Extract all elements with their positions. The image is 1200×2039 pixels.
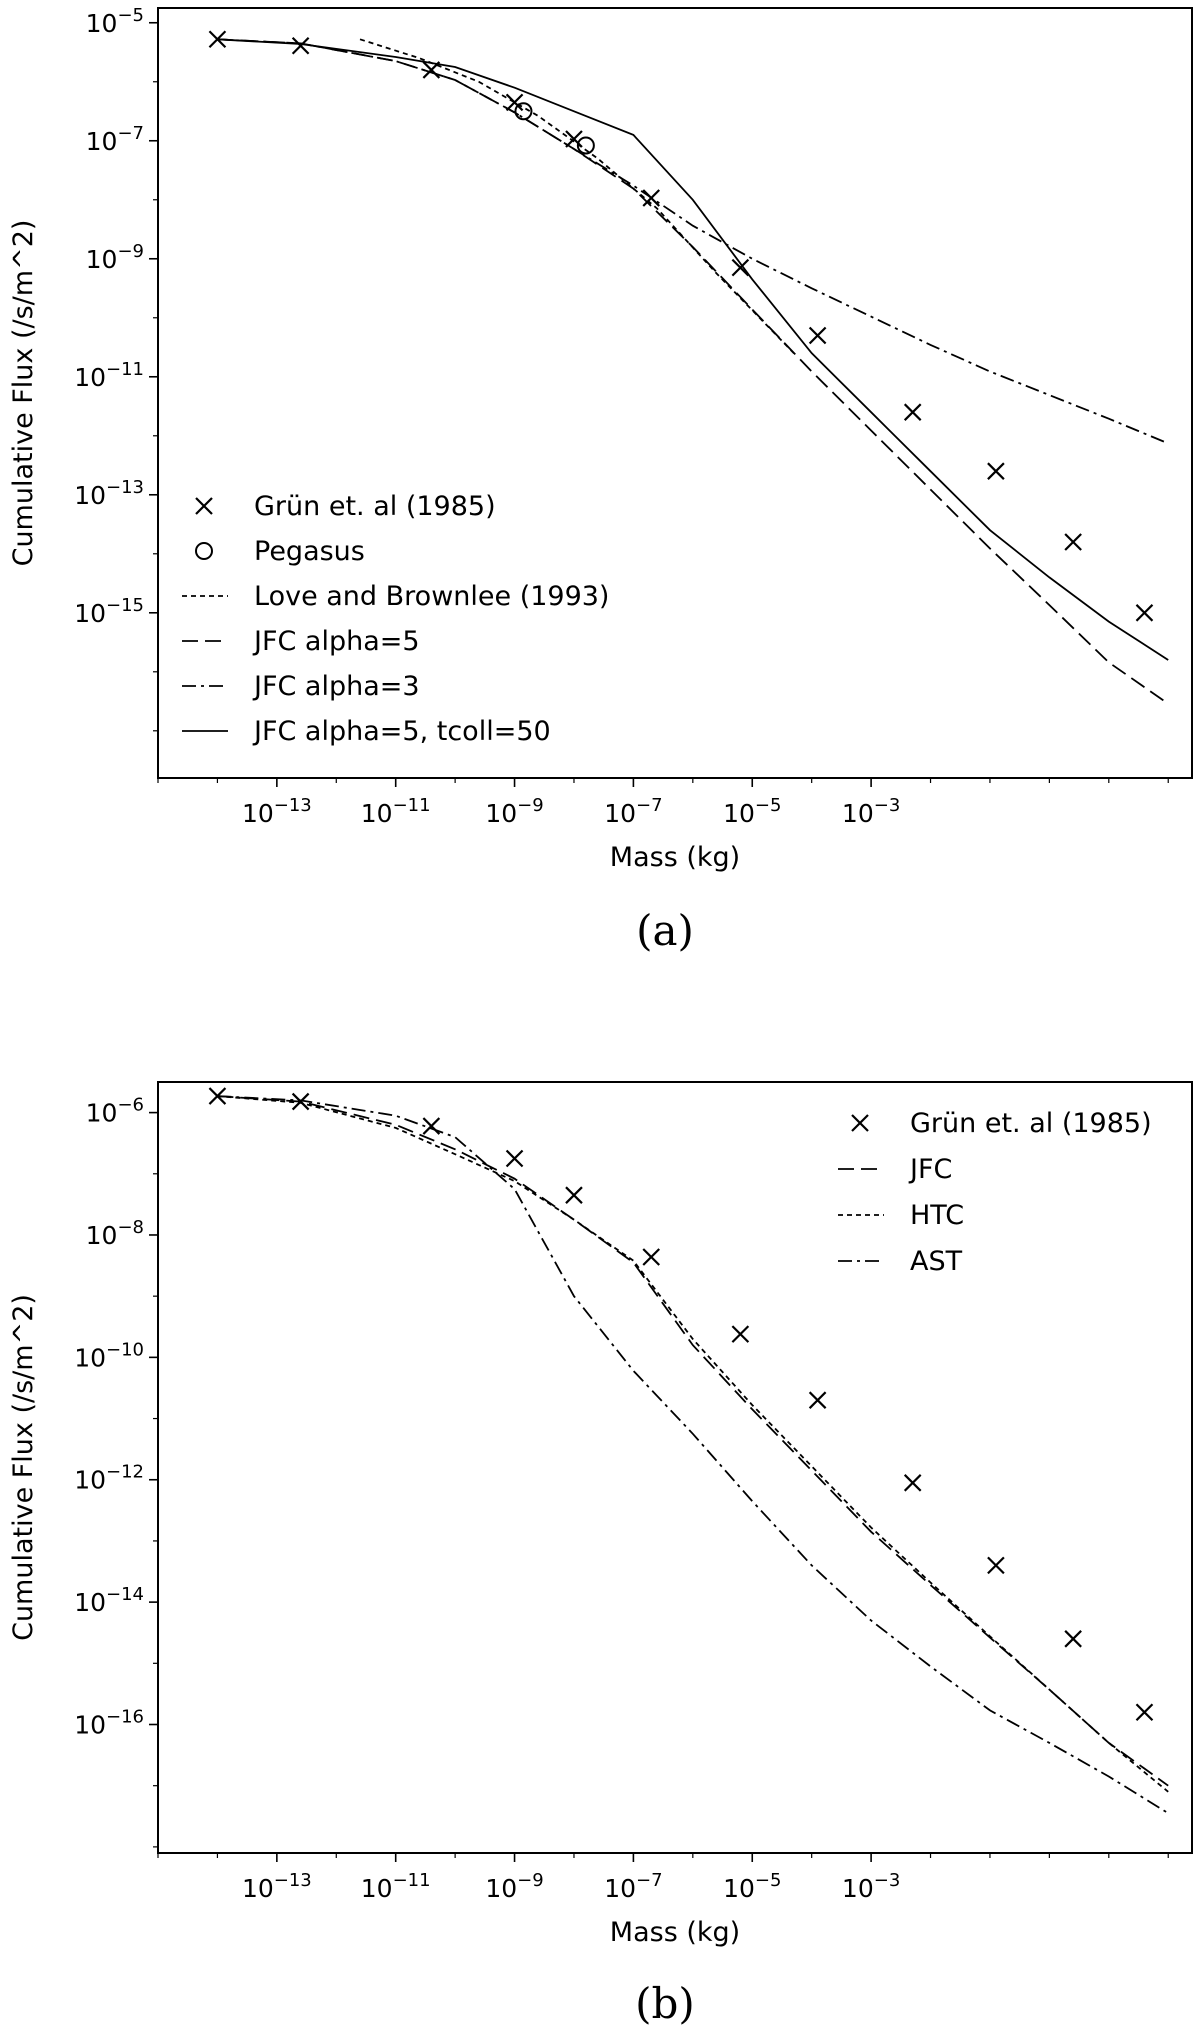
- y-tick-label: 10−16: [74, 1707, 144, 1740]
- x-tick-label: 10−13: [242, 795, 312, 828]
- data-point-x: [731, 1325, 750, 1343]
- legend-label: HTC: [910, 1200, 964, 1231]
- y-tick-label: 10−12: [74, 1462, 144, 1495]
- data-point-x: [1135, 1703, 1154, 1722]
- axes-frame: [157, 1081, 1193, 1854]
- series-line: [217, 1095, 1169, 1787]
- x-tick-label: 10−9: [485, 1870, 543, 1903]
- panel-caption: (a): [636, 906, 694, 955]
- y-tick-label: 10−9: [86, 241, 144, 274]
- legend-label: JFC alpha=5: [252, 626, 420, 657]
- legend-marker-x: [195, 497, 213, 515]
- legend-label: Grün et. al (1985): [910, 1108, 1152, 1139]
- legend-marker-x: [851, 1114, 869, 1132]
- legend-label: JFC: [908, 1154, 952, 1185]
- y-tick-label: 10−13: [74, 477, 144, 510]
- x-tick-label: 10−7: [604, 1870, 662, 1903]
- data-point-o: [514, 102, 533, 121]
- data-point-x: [808, 1391, 827, 1409]
- legend-label: JFC alpha=5, tcoll=50: [252, 716, 551, 747]
- x-tick-label: 10−13: [242, 1870, 312, 1903]
- y-tick-label: 10−5: [86, 5, 144, 38]
- legend-label: Grün et. al (1985): [254, 491, 496, 522]
- series-line: [217, 38, 1169, 445]
- legend-label: Love and Brownlee (1993): [254, 581, 609, 612]
- legend: Grün et. al (1985) Pegasus Love and Brownl…: [182, 491, 609, 747]
- y-tick-label: 10−7: [86, 123, 144, 156]
- data-point-o: [576, 136, 595, 155]
- legend-marker-o: [195, 542, 213, 560]
- data-point-x: [731, 258, 750, 277]
- legend-label: AST: [910, 1246, 963, 1277]
- x-tick-label: 10−3: [842, 795, 900, 828]
- panel-b: 10−13 10−11 10−9 10−7 10−5 10−3 10−16 10−14 10−1…: [8, 1081, 1193, 2028]
- legend-label: Pegasus: [254, 536, 365, 567]
- data-point-x: [903, 1474, 922, 1492]
- y-tick-label: 10−14: [74, 1584, 144, 1617]
- series-line: [217, 38, 1169, 661]
- y-tick-label: 10−10: [74, 1339, 144, 1372]
- x-tick-label: 10−7: [604, 795, 662, 828]
- x-axis-label: Mass (kg): [610, 1917, 740, 1948]
- series-line: [217, 1095, 1169, 1814]
- data-point-x: [422, 1117, 441, 1135]
- data-point-x: [1064, 1630, 1082, 1648]
- data-point-x: [642, 1248, 661, 1266]
- data-point-x: [565, 1186, 583, 1204]
- y-tick-label: 10−8: [86, 1217, 144, 1250]
- axes-frame: [157, 7, 1193, 779]
- x-tick-label: 10−11: [361, 795, 431, 828]
- data-point-x: [903, 403, 922, 421]
- data-point-x: [1064, 533, 1082, 551]
- data-point-x: [987, 1556, 1005, 1575]
- panel-caption: (b): [635, 1979, 695, 2028]
- y-tick-label: 10−6: [86, 1095, 144, 1128]
- x-tick-label: 10−5: [723, 795, 781, 828]
- y-tick-label: 10−15: [74, 595, 144, 628]
- data-point-x: [291, 36, 310, 55]
- x-tick-label: 10−11: [361, 1870, 431, 1903]
- data-point-x: [808, 326, 827, 345]
- x-tick-label: 10−9: [485, 795, 543, 828]
- legend: Grün et. al (1985) JFC HTC AST: [838, 1108, 1152, 1277]
- data-point-x: [505, 93, 524, 112]
- x-axis-label: Mass (kg): [610, 842, 740, 873]
- data-point-x: [1135, 604, 1154, 622]
- legend-label: JFC alpha=3: [252, 671, 420, 702]
- data-point-x: [505, 1149, 524, 1168]
- x-tick-label: 10−5: [723, 1870, 781, 1903]
- y-axis-label: Cumulative Flux (/s/m^2): [8, 220, 39, 567]
- y-tick-label: 10−11: [74, 359, 144, 392]
- plot-area: [208, 30, 1169, 705]
- series-line: [217, 1095, 1169, 1793]
- data-point-x: [987, 462, 1005, 480]
- x-tick-label: 10−3: [842, 1870, 900, 1903]
- y-axis-label: Cumulative Flux (/s/m^2): [8, 1294, 39, 1641]
- panel-a: 10−13 10−11 10−9 10−7 10−5 10−3 10−15 10−13 10−1…: [8, 5, 1193, 955]
- series-line: [217, 38, 1169, 705]
- series-line: [359, 38, 795, 354]
- plot-area: [208, 1087, 1169, 1814]
